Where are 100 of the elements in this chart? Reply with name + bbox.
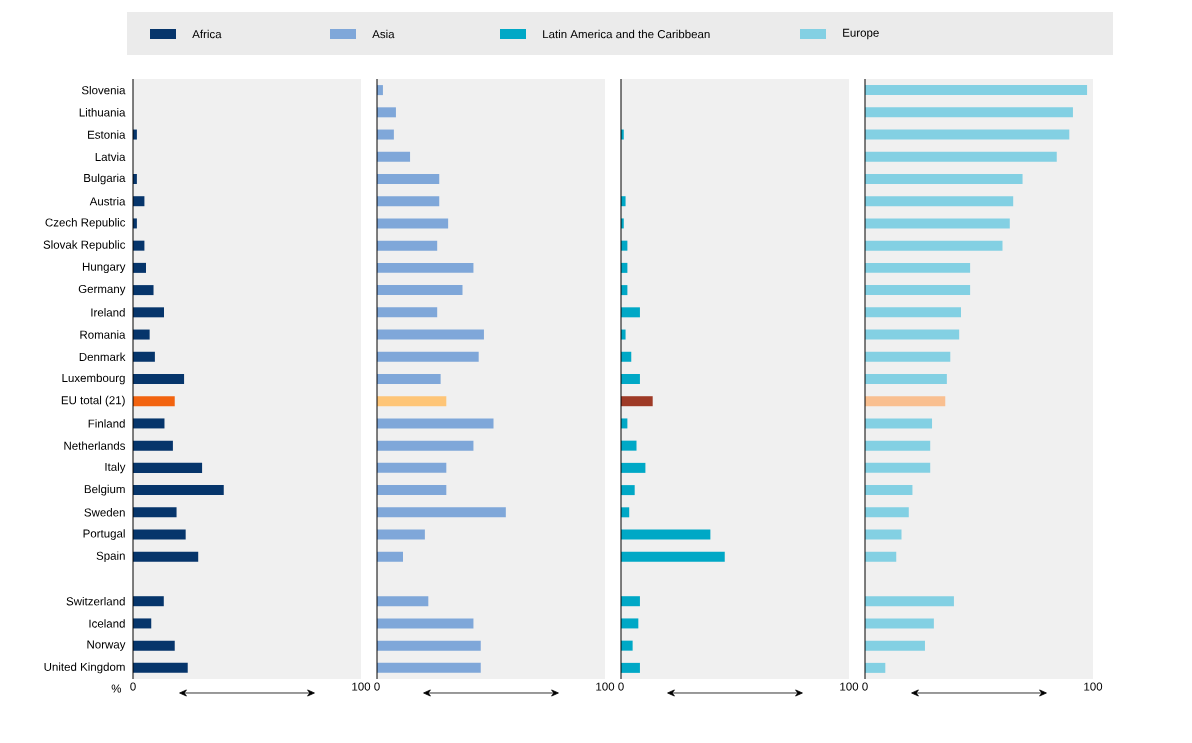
bar [865,440,931,451]
x-tick-label: 100 [1084,682,1103,691]
bar [621,396,653,407]
y-tick-label: Italy [105,462,126,474]
bar [377,262,474,273]
bar [865,373,947,384]
y-tick-label: Luxembourg [62,373,125,385]
bar [377,596,429,607]
bar [865,240,1003,251]
bar [133,373,185,384]
bar [377,396,447,407]
y-tick-label: Sweden [84,508,125,517]
bar [865,329,960,340]
y-tick-label: Denmark [79,352,126,361]
bar [133,618,152,629]
bar [865,618,934,629]
bar [377,462,447,473]
bar [133,551,199,562]
bar [865,107,1073,118]
bar [865,196,1014,207]
y-tick-label: Germany [78,284,126,296]
x-tick-label: 100 [352,682,371,691]
y-tick-label: Netherlands [64,441,126,450]
bar [865,285,971,296]
bar [377,351,479,362]
legend-label: Asia [372,29,395,39]
y-tick-label: Slovenia [81,85,126,95]
bar [865,507,909,518]
bar [133,640,175,651]
bar [133,507,177,518]
bar [133,440,173,451]
bar [377,640,481,651]
bar [621,440,637,451]
y-tick-label: Norway [87,640,126,651]
bar [377,129,394,140]
bar [377,418,494,429]
bar [865,662,886,673]
bar [621,551,725,562]
legend-label: Latin America and the Caribbean [543,29,710,39]
bar [865,640,925,651]
bar [133,485,224,496]
y-tick-label: United Kingdom [44,662,125,674]
y-tick-label: Portugal [83,529,125,540]
bar [377,529,425,540]
bar [621,307,640,318]
bar [377,107,396,118]
bar [133,285,154,296]
y-tick-label: Czech Republic [45,218,126,229]
bar [377,173,440,184]
bar [133,418,165,429]
bar [133,307,165,318]
y-tick-label: Estonia [88,130,126,139]
bar [133,329,150,340]
bar [865,262,971,273]
bar [865,462,931,473]
bar [133,462,203,473]
y-tick-label: Spain [96,551,125,563]
bar [377,507,506,518]
legend-label: Africa [192,29,222,39]
bar [377,618,474,629]
y-tick-label: Iceland [89,619,125,628]
bar [621,373,640,384]
y-tick-label: Finland [88,419,125,428]
bar [865,218,1010,229]
x-tick-label: 0 [862,682,868,691]
bar [865,173,1023,184]
y-tick-label: Switzerland [66,596,125,606]
bar [865,485,913,496]
bar [621,485,635,496]
x-tick-label: 100 [596,682,615,691]
bar [865,596,954,607]
bar [133,596,164,607]
bar [621,662,640,673]
bar [621,640,633,651]
x-axis-title: % [111,684,122,693]
bar [865,85,1088,96]
bar [377,285,463,296]
x-tick-label: 0 [374,682,380,691]
bar [865,529,902,540]
bar [865,418,933,429]
bar [865,129,1070,140]
bar [865,351,951,362]
bar [133,262,146,273]
bar [377,485,447,496]
bar [621,596,640,607]
bar [377,196,440,207]
bar [621,618,639,629]
bar [865,551,897,562]
bar [133,662,188,673]
bar [377,440,474,451]
y-tick-label: Belgium [84,484,125,496]
y-tick-label: Romania [80,330,126,339]
y-tick-label: Latvia [95,152,126,161]
y-tick-label: Lithuania [79,108,126,117]
bar [133,351,155,362]
bar [377,662,481,673]
x-tick-label: 0 [130,682,136,691]
bar [865,307,961,318]
y-tick-label: Bulgaria [84,173,126,185]
bar [377,551,403,562]
